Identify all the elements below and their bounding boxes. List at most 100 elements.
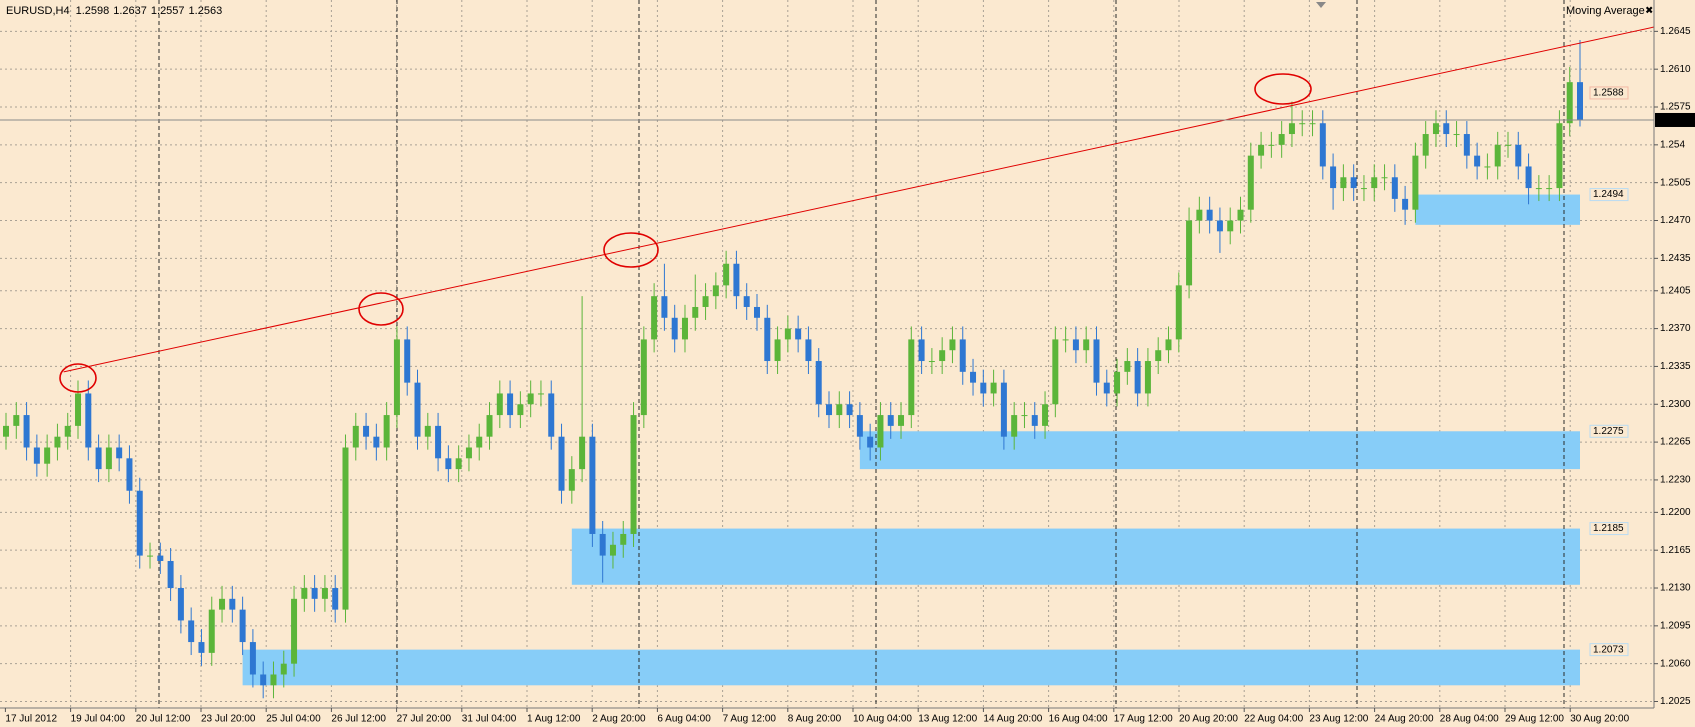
candle-body (1432, 123, 1439, 135)
candle-body (1093, 339, 1100, 383)
grid (0, 0, 1654, 708)
candle-body (836, 404, 843, 416)
x-tick-label: 30 Aug 20:00 (1570, 714, 1629, 725)
candle-body (764, 317, 771, 362)
candle-body (826, 404, 833, 416)
indicator-close[interactable]: ✖ (1645, 6, 1653, 17)
x-tick-label: 19 Jul 04:00 (71, 714, 126, 725)
candle-body (85, 393, 92, 448)
y-tick-label: 1.2265 (1660, 437, 1691, 448)
candle-body (527, 393, 534, 405)
candle-body (846, 404, 853, 416)
candle-body (507, 393, 514, 416)
symbol: EURUSD,H4 (6, 5, 70, 17)
candle-body (270, 674, 277, 686)
candle-body (1371, 177, 1378, 189)
candle-body (486, 415, 493, 437)
candle-body (1422, 134, 1429, 156)
y-tick-label: 1.2060 (1660, 658, 1691, 669)
x-tick-label: 29 Aug 12:00 (1505, 714, 1564, 725)
y-tick-label: 1.2645 (1660, 26, 1691, 37)
candle-body (1103, 382, 1110, 394)
candle-body (33, 447, 40, 464)
candle-body (177, 588, 184, 621)
x-tick-label: 22 Aug 04:00 (1244, 714, 1303, 725)
hand-drawn-circles (59, 73, 1312, 393)
candle-body (1525, 166, 1532, 189)
candle-body (908, 339, 915, 416)
header-low: 1.2557 (151, 5, 185, 17)
header-high: 1.2637 (113, 5, 147, 17)
candle-body (723, 263, 730, 286)
zone-label-box (1589, 522, 1629, 536)
annotation-circle (1254, 73, 1312, 105)
candle-body (188, 620, 195, 643)
candle-body (1412, 155, 1419, 210)
candle-body (702, 296, 709, 307)
candle-body (589, 436, 596, 534)
candle-body (959, 339, 966, 372)
candle-body (537, 393, 544, 395)
y-tick-label: 1.2405 (1660, 285, 1691, 296)
candle-body (342, 447, 349, 610)
candle-body (1504, 144, 1511, 146)
candle-body (620, 533, 627, 545)
overlay: 1.2494 1.2275 1.2185 1.2073 1.2588 (0, 26, 1655, 657)
y-tick-label: 1.2610 (1660, 64, 1691, 75)
candle-body (1391, 177, 1398, 199)
annotation-circle (358, 292, 404, 326)
candle-body (1062, 339, 1069, 341)
candle-body (939, 350, 946, 362)
candle-body (784, 328, 791, 340)
y-tick-label: 1.2335 (1660, 361, 1691, 372)
candle-body (1268, 144, 1275, 146)
candle-body (1042, 404, 1049, 426)
candle-body (167, 560, 174, 589)
zone (571, 528, 1580, 585)
candle-body (3, 425, 9, 437)
zone (859, 431, 1580, 470)
candle-body (805, 339, 812, 362)
candle-body (1381, 177, 1388, 179)
x-tick-label: 17 Aug 12:00 (1114, 714, 1173, 725)
y-tick-label: 1.2165 (1660, 545, 1691, 556)
level-label-box (1589, 86, 1629, 100)
candle-body (774, 339, 781, 362)
trendline (63, 104, 1296, 373)
x-tick-label: 14 Aug 20:00 (983, 714, 1042, 725)
candle-body (733, 263, 740, 297)
candle-body (867, 436, 874, 448)
candle-body (949, 339, 956, 351)
candle-body (13, 415, 20, 426)
candle-body (208, 609, 215, 653)
x-tick-label: 20 Aug 20:00 (1179, 714, 1238, 725)
candle-body (579, 436, 586, 470)
candle-body (671, 317, 678, 340)
candle-body (198, 642, 205, 653)
candle-body (311, 588, 318, 599)
x-tick-label: 16 Aug 04:00 (1049, 714, 1108, 725)
header-open: 1.2598 (76, 5, 110, 17)
candle-body (1247, 155, 1254, 210)
candle-body (435, 425, 442, 459)
x-tick-label: 17 Jul 2012 (5, 714, 57, 725)
candle-body (1011, 415, 1018, 437)
candle-body (887, 415, 894, 426)
candle-body (1319, 123, 1326, 167)
current-price-label: 1.2563 (1659, 115, 1690, 126)
y-tick-label: 1.2095 (1660, 620, 1691, 631)
candle-body (928, 361, 935, 363)
candle-body (147, 555, 154, 557)
candle-body (1535, 188, 1542, 190)
candle-body (291, 598, 298, 664)
candle-body (1484, 166, 1491, 168)
candle-body (414, 382, 421, 437)
x-tick-label: 13 Aug 12:00 (918, 714, 977, 725)
annotation-circle (603, 232, 659, 268)
candle-body (321, 588, 328, 599)
header-close: 1.2563 (189, 5, 223, 17)
candle-body (229, 598, 236, 610)
y-tick-label: 1.2025 (1660, 696, 1691, 707)
candle-body (54, 436, 61, 448)
